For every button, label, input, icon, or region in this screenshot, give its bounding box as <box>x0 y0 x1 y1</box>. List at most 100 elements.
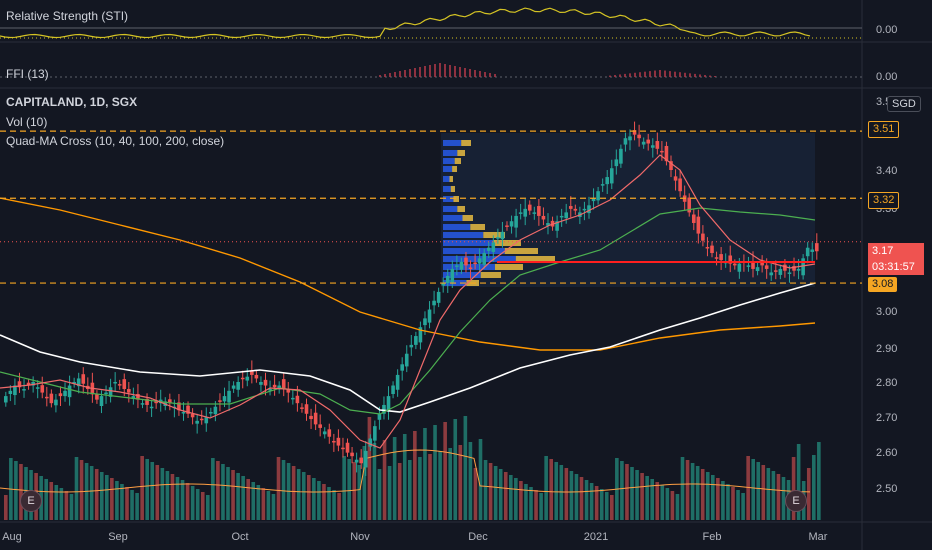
profile-bar-down <box>493 240 521 246</box>
volume-bar <box>554 462 559 520</box>
time-tick-label: Oct <box>231 531 248 543</box>
candle-body <box>177 402 181 411</box>
profile-bar-up <box>443 232 484 238</box>
candle-body <box>4 396 8 403</box>
volume-bar <box>64 491 69 520</box>
volume-bar <box>604 492 609 520</box>
volume-bar <box>155 465 160 520</box>
candle-body <box>22 389 26 391</box>
candle-body <box>322 431 327 435</box>
candle-body <box>760 260 764 266</box>
volume-bar <box>221 464 225 520</box>
candle-body <box>815 243 819 252</box>
volume-bar <box>352 462 357 520</box>
ma40-line <box>0 207 816 415</box>
volume-bar <box>69 494 74 520</box>
earnings-event-icon[interactable]: E <box>20 490 42 512</box>
candle-body <box>218 400 222 402</box>
candle-body <box>127 389 131 393</box>
candle-body <box>49 393 54 404</box>
candle-body <box>783 264 787 271</box>
currency-button[interactable]: SGD <box>887 96 921 112</box>
volume-bar <box>665 488 670 520</box>
candle-body <box>792 266 796 271</box>
volume-bar <box>347 459 351 520</box>
profile-bar-up <box>443 206 458 212</box>
candle-body <box>409 344 414 348</box>
candle-body <box>286 389 291 393</box>
profile-bar-down <box>495 264 523 270</box>
candle-body <box>587 205 591 214</box>
candle-body <box>313 412 318 425</box>
volume-bar <box>776 474 781 520</box>
price-axis: 3.503.403.303.203.002.902.802.702.602.50 <box>876 96 897 495</box>
candle-body <box>300 407 304 409</box>
candle-body <box>660 150 664 153</box>
moving-averages <box>0 154 816 449</box>
candle-body <box>95 394 99 400</box>
candle-body <box>646 139 651 144</box>
candle-body <box>382 404 386 414</box>
price-tick-label: 3.00 <box>876 306 897 318</box>
volume-bar <box>610 495 614 520</box>
candle-body <box>277 385 281 390</box>
volume-bar <box>751 459 755 520</box>
candle-body <box>254 374 259 379</box>
volume-bar <box>514 478 518 520</box>
earnings-event-icon[interactable]: E <box>785 490 807 512</box>
candle-body <box>600 184 605 186</box>
volume-bar <box>120 484 124 520</box>
volume-bar <box>342 456 346 520</box>
candle-body <box>637 134 641 139</box>
candle-body <box>67 385 72 398</box>
candle-body <box>764 265 769 269</box>
volume-bar <box>125 487 129 520</box>
volume-bar <box>488 463 493 520</box>
volume-bar <box>443 422 447 520</box>
volume-bar <box>180 480 185 520</box>
volume-bar <box>524 484 528 520</box>
candle-body <box>368 438 373 447</box>
candle-body <box>250 370 254 375</box>
candle-body <box>259 381 263 385</box>
volume-bar <box>559 465 564 520</box>
candle-body <box>787 272 792 274</box>
volume-bar <box>493 466 498 520</box>
candle-body <box>605 177 610 185</box>
volume-bar <box>660 485 665 520</box>
volume-bar <box>190 486 195 520</box>
volume-bar <box>135 493 139 520</box>
volume-bar <box>291 466 296 520</box>
candle-body <box>445 275 450 284</box>
profile-bar-down <box>462 215 473 221</box>
volume-bar <box>812 455 816 520</box>
profile-bar-down <box>470 224 485 230</box>
price-tick-label: 2.60 <box>876 447 897 459</box>
candle-body <box>26 382 31 386</box>
volume-bar <box>721 481 725 520</box>
profile-bar-up <box>443 264 495 270</box>
candle-body <box>450 268 455 283</box>
candle-body <box>527 204 532 211</box>
candle-body <box>35 387 40 389</box>
profile-bar-down <box>453 196 459 202</box>
candle-body <box>140 403 145 405</box>
candle-body <box>145 398 149 405</box>
volume-bar <box>185 483 190 520</box>
volume-bar <box>322 484 326 520</box>
volume-bars <box>0 416 821 520</box>
current-price-badge: 3.17 <box>868 243 924 259</box>
volume-bar <box>534 490 538 520</box>
volume-bar <box>448 448 452 520</box>
volume-bar <box>594 486 599 520</box>
level-badge-332: 3.32 <box>868 192 900 209</box>
candle-body <box>236 381 240 390</box>
volume-bar <box>337 493 341 520</box>
price-tick-label: 2.80 <box>876 377 897 389</box>
volume-bar <box>307 475 311 520</box>
volume-bar <box>140 456 144 520</box>
candle-body <box>373 426 377 441</box>
profile-bar-up <box>443 215 463 221</box>
candle-body <box>496 237 500 239</box>
